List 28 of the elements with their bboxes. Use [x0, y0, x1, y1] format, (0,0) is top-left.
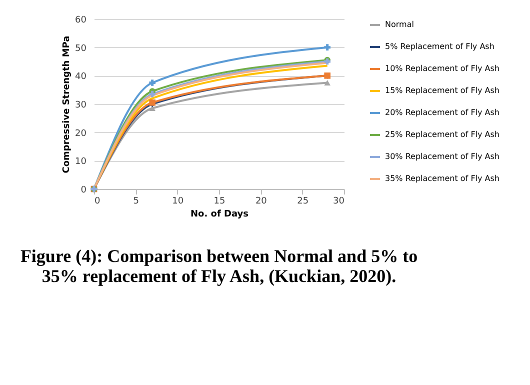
- legend-label: 25% Replacement of Fly Ash: [385, 130, 500, 139]
- y-tick-label: 30: [75, 100, 87, 110]
- point: [149, 80, 156, 86]
- legend-label: 20% Replacement of Fly Ash: [385, 108, 500, 117]
- x-tick-label: 0: [94, 196, 100, 206]
- legend-label: 35% Replacement of Fly Ash: [385, 174, 500, 183]
- legend-label: 5% Replacement of Fly Ash: [385, 42, 494, 51]
- y-tick-label: 40: [75, 72, 87, 82]
- y-tick-label: 0: [80, 186, 87, 196]
- x-axis-title: No. of Days: [190, 210, 248, 220]
- x-tick-label: 25: [297, 196, 309, 206]
- point: [324, 44, 330, 50]
- x-tick-label: 5: [133, 196, 140, 206]
- y-tick-label: 20: [75, 128, 87, 139]
- y-tick-label: 50: [75, 44, 87, 54]
- legend-label: 15% Replacement of Fly Ash: [385, 86, 500, 95]
- x-tick-label: 20: [255, 196, 268, 206]
- x-tick-label: 30: [333, 196, 345, 206]
- point: [149, 90, 156, 98]
- legend-label: 10% Replacement of Fly Ash: [385, 64, 500, 73]
- legend-label: 30% Replacement of Fly Ash: [385, 152, 500, 161]
- legend-label: Normal: [385, 20, 414, 29]
- text: Figure (4): Comparison between Normal and 5% to 35% replacement of Fly Ash, (Kuckian, 2020).: [20, 246, 418, 286]
- x-tick-label: 10: [172, 196, 184, 206]
- y-axis-title: Compressive Strength MPa: [62, 36, 72, 174]
- y-tick-label: 60: [75, 16, 87, 26]
- y-tick-label: 10: [75, 157, 87, 168]
- x-tick-label: 15: [214, 196, 226, 206]
